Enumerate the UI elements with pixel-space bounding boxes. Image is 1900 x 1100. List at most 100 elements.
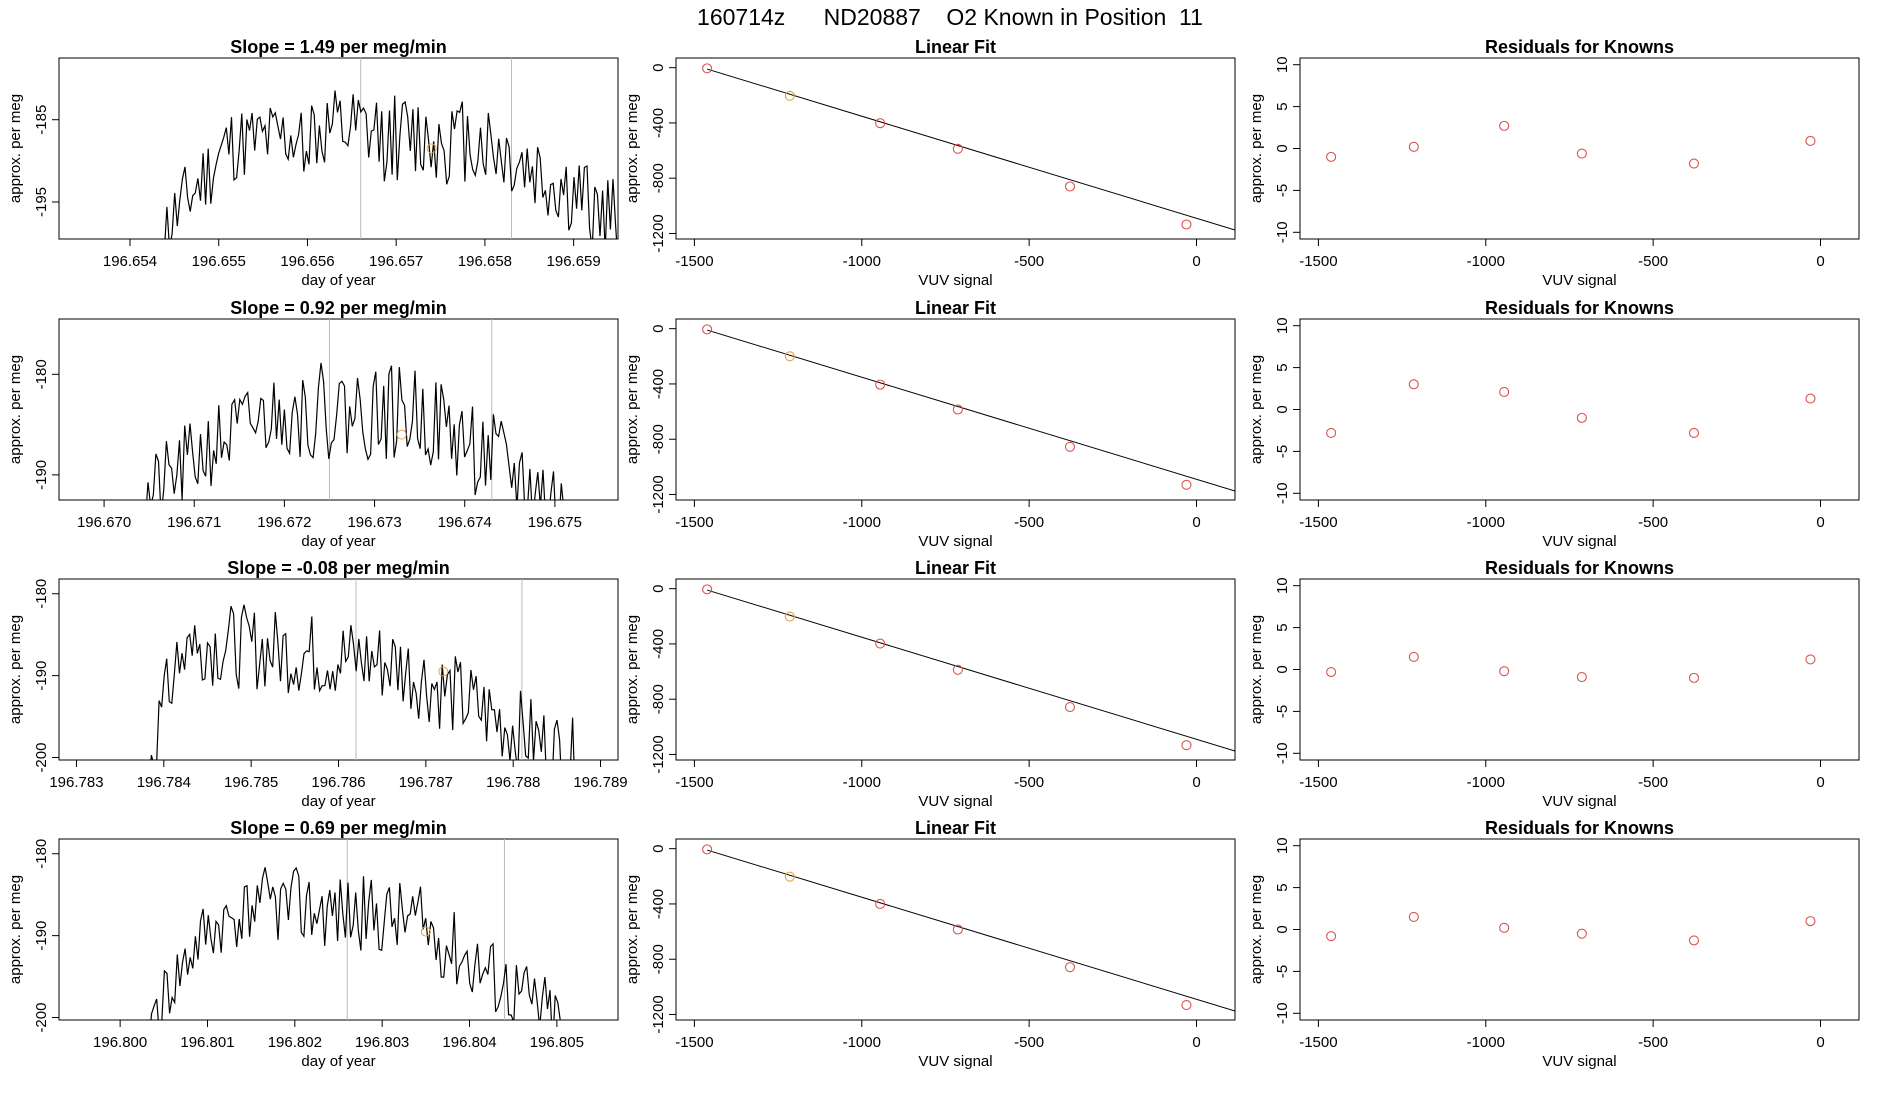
y-axis-label: approx. per meg [624, 875, 641, 984]
y-tick-label: -400 [650, 108, 667, 138]
x-tick-label: 0 [1192, 774, 1200, 791]
y-axis-label: approx. per meg [7, 94, 24, 203]
y-axis-label: approx. per meg [7, 875, 24, 984]
data-point [1499, 922, 1510, 933]
x-tick-label: -500 [1638, 253, 1668, 270]
panel-title: Linear Fit [915, 818, 996, 838]
y-tick-label: -800 [650, 684, 667, 714]
x-tick-label: 196.659 [547, 253, 601, 270]
x-tick-label: 196.674 [438, 514, 492, 531]
plot-area [702, 844, 1235, 1012]
data-trace [150, 604, 575, 760]
plot-frame [1299, 578, 1860, 761]
panel-row4-timeseries: Slope = 0.69 per meg/min day of year appro… [7, 818, 619, 1070]
x-tick-label: -1500 [675, 774, 713, 791]
y-tick-label: -1200 [650, 475, 667, 513]
y-tick-label: -180 [33, 839, 50, 869]
y-axis-label: approx. per meg [624, 615, 641, 724]
x-tick-label: 0 [1816, 1034, 1824, 1051]
data-point [1408, 141, 1419, 152]
panel-title: Residuals for Knowns [1485, 818, 1674, 838]
plot-area [150, 839, 561, 1020]
plot-area [150, 579, 575, 760]
x-tick-label: -500 [1638, 774, 1668, 791]
data-point [1326, 666, 1337, 678]
x-axis-label: VUV signal [1542, 793, 1616, 810]
y-tick-label: -1200 [650, 995, 667, 1033]
data-point [1805, 916, 1816, 927]
y-tick-label: -180 [33, 359, 50, 389]
data-point [784, 351, 795, 362]
y-axis-label: approx. per meg [1248, 355, 1265, 464]
y-tick-label: -10 [1274, 742, 1291, 764]
data-point [875, 898, 886, 909]
y-tick-label: -190 [33, 460, 50, 490]
x-tick-label: -1500 [675, 1034, 713, 1051]
fit-line [706, 849, 1235, 1012]
x-tick-label: -1000 [1467, 514, 1505, 531]
y-tick-label: -190 [33, 921, 50, 951]
y-tick-label: -10 [1274, 1002, 1291, 1024]
y-axis-label: approx. per meg [1248, 94, 1265, 203]
panel-title: Slope = 0.92 per meg/min [230, 298, 447, 318]
data-point [1181, 219, 1192, 230]
data-point [1499, 120, 1510, 131]
x-tick-label: 0 [1816, 514, 1824, 531]
data-point [1805, 135, 1816, 147]
x-tick-label: 196.670 [77, 514, 131, 531]
y-tick-label: -400 [650, 889, 667, 919]
data-trace [150, 866, 561, 1020]
y-tick-label: 0 [650, 584, 667, 592]
y-tick-label: -10 [1274, 221, 1291, 243]
plot-frame [58, 318, 619, 501]
x-tick-label: 196.802 [268, 1034, 322, 1051]
data-point [1576, 928, 1587, 939]
plot-frame [675, 578, 1236, 761]
y-tick-label: 10 [1274, 56, 1291, 73]
x-tick-label: 196.655 [192, 253, 246, 270]
x-tick-label: 0 [1192, 514, 1200, 531]
data-point [1408, 911, 1419, 922]
y-axis-label: approx. per meg [7, 355, 24, 464]
y-tick-label: -800 [650, 944, 667, 974]
data-point [1576, 148, 1587, 159]
y-tick-label: 5 [1274, 102, 1291, 110]
y-tick-label: -1200 [650, 214, 667, 252]
x-tick-label: 0 [1192, 1034, 1200, 1051]
y-tick-label: -800 [650, 163, 667, 193]
x-tick-label: -1500 [1299, 253, 1337, 270]
x-tick-label: 196.804 [442, 1034, 496, 1051]
plot-area [1326, 379, 1816, 439]
x-axis-label: day of year [301, 1053, 375, 1070]
x-tick-label: 196.783 [49, 774, 103, 791]
x-tick-label: -1000 [1467, 1034, 1505, 1051]
fit-line [706, 68, 1235, 231]
y-tick-label: -5 [1274, 705, 1291, 718]
y-tick-label: -5 [1274, 445, 1291, 458]
data-point [1408, 651, 1419, 662]
x-axis-label: VUV signal [1542, 533, 1616, 550]
panel-title: Slope = 0.69 per meg/min [230, 818, 447, 838]
data-point [952, 143, 963, 154]
data-point [1499, 386, 1510, 397]
highlight-point [396, 429, 407, 440]
y-axis-label: approx. per meg [624, 355, 641, 464]
x-tick-label: 196.800 [93, 1034, 147, 1051]
panel-row2-fit: Linear Fit VUV signal approx. per meg -1500… [624, 298, 1236, 550]
panel-row4-fit: Linear Fit VUV signal approx. per meg -1500… [624, 818, 1236, 1070]
panel-row4-residuals: Residuals for Knowns VUV signal approx. pe… [1248, 818, 1860, 1070]
data-point [1064, 441, 1076, 452]
data-point [1688, 672, 1700, 683]
x-tick-label: 196.787 [399, 774, 453, 791]
x-tick-label: -500 [1014, 253, 1044, 270]
x-tick-label: -1500 [675, 514, 713, 531]
data-point [1064, 702, 1076, 713]
y-tick-label: -185 [33, 105, 50, 135]
x-tick-label: -1000 [843, 1034, 881, 1051]
data-trace [146, 362, 564, 500]
y-tick-label: -400 [650, 629, 667, 659]
x-tick-label: 196.784 [137, 774, 191, 791]
data-point [784, 90, 795, 101]
data-point [952, 404, 963, 415]
data-trace [164, 90, 618, 239]
